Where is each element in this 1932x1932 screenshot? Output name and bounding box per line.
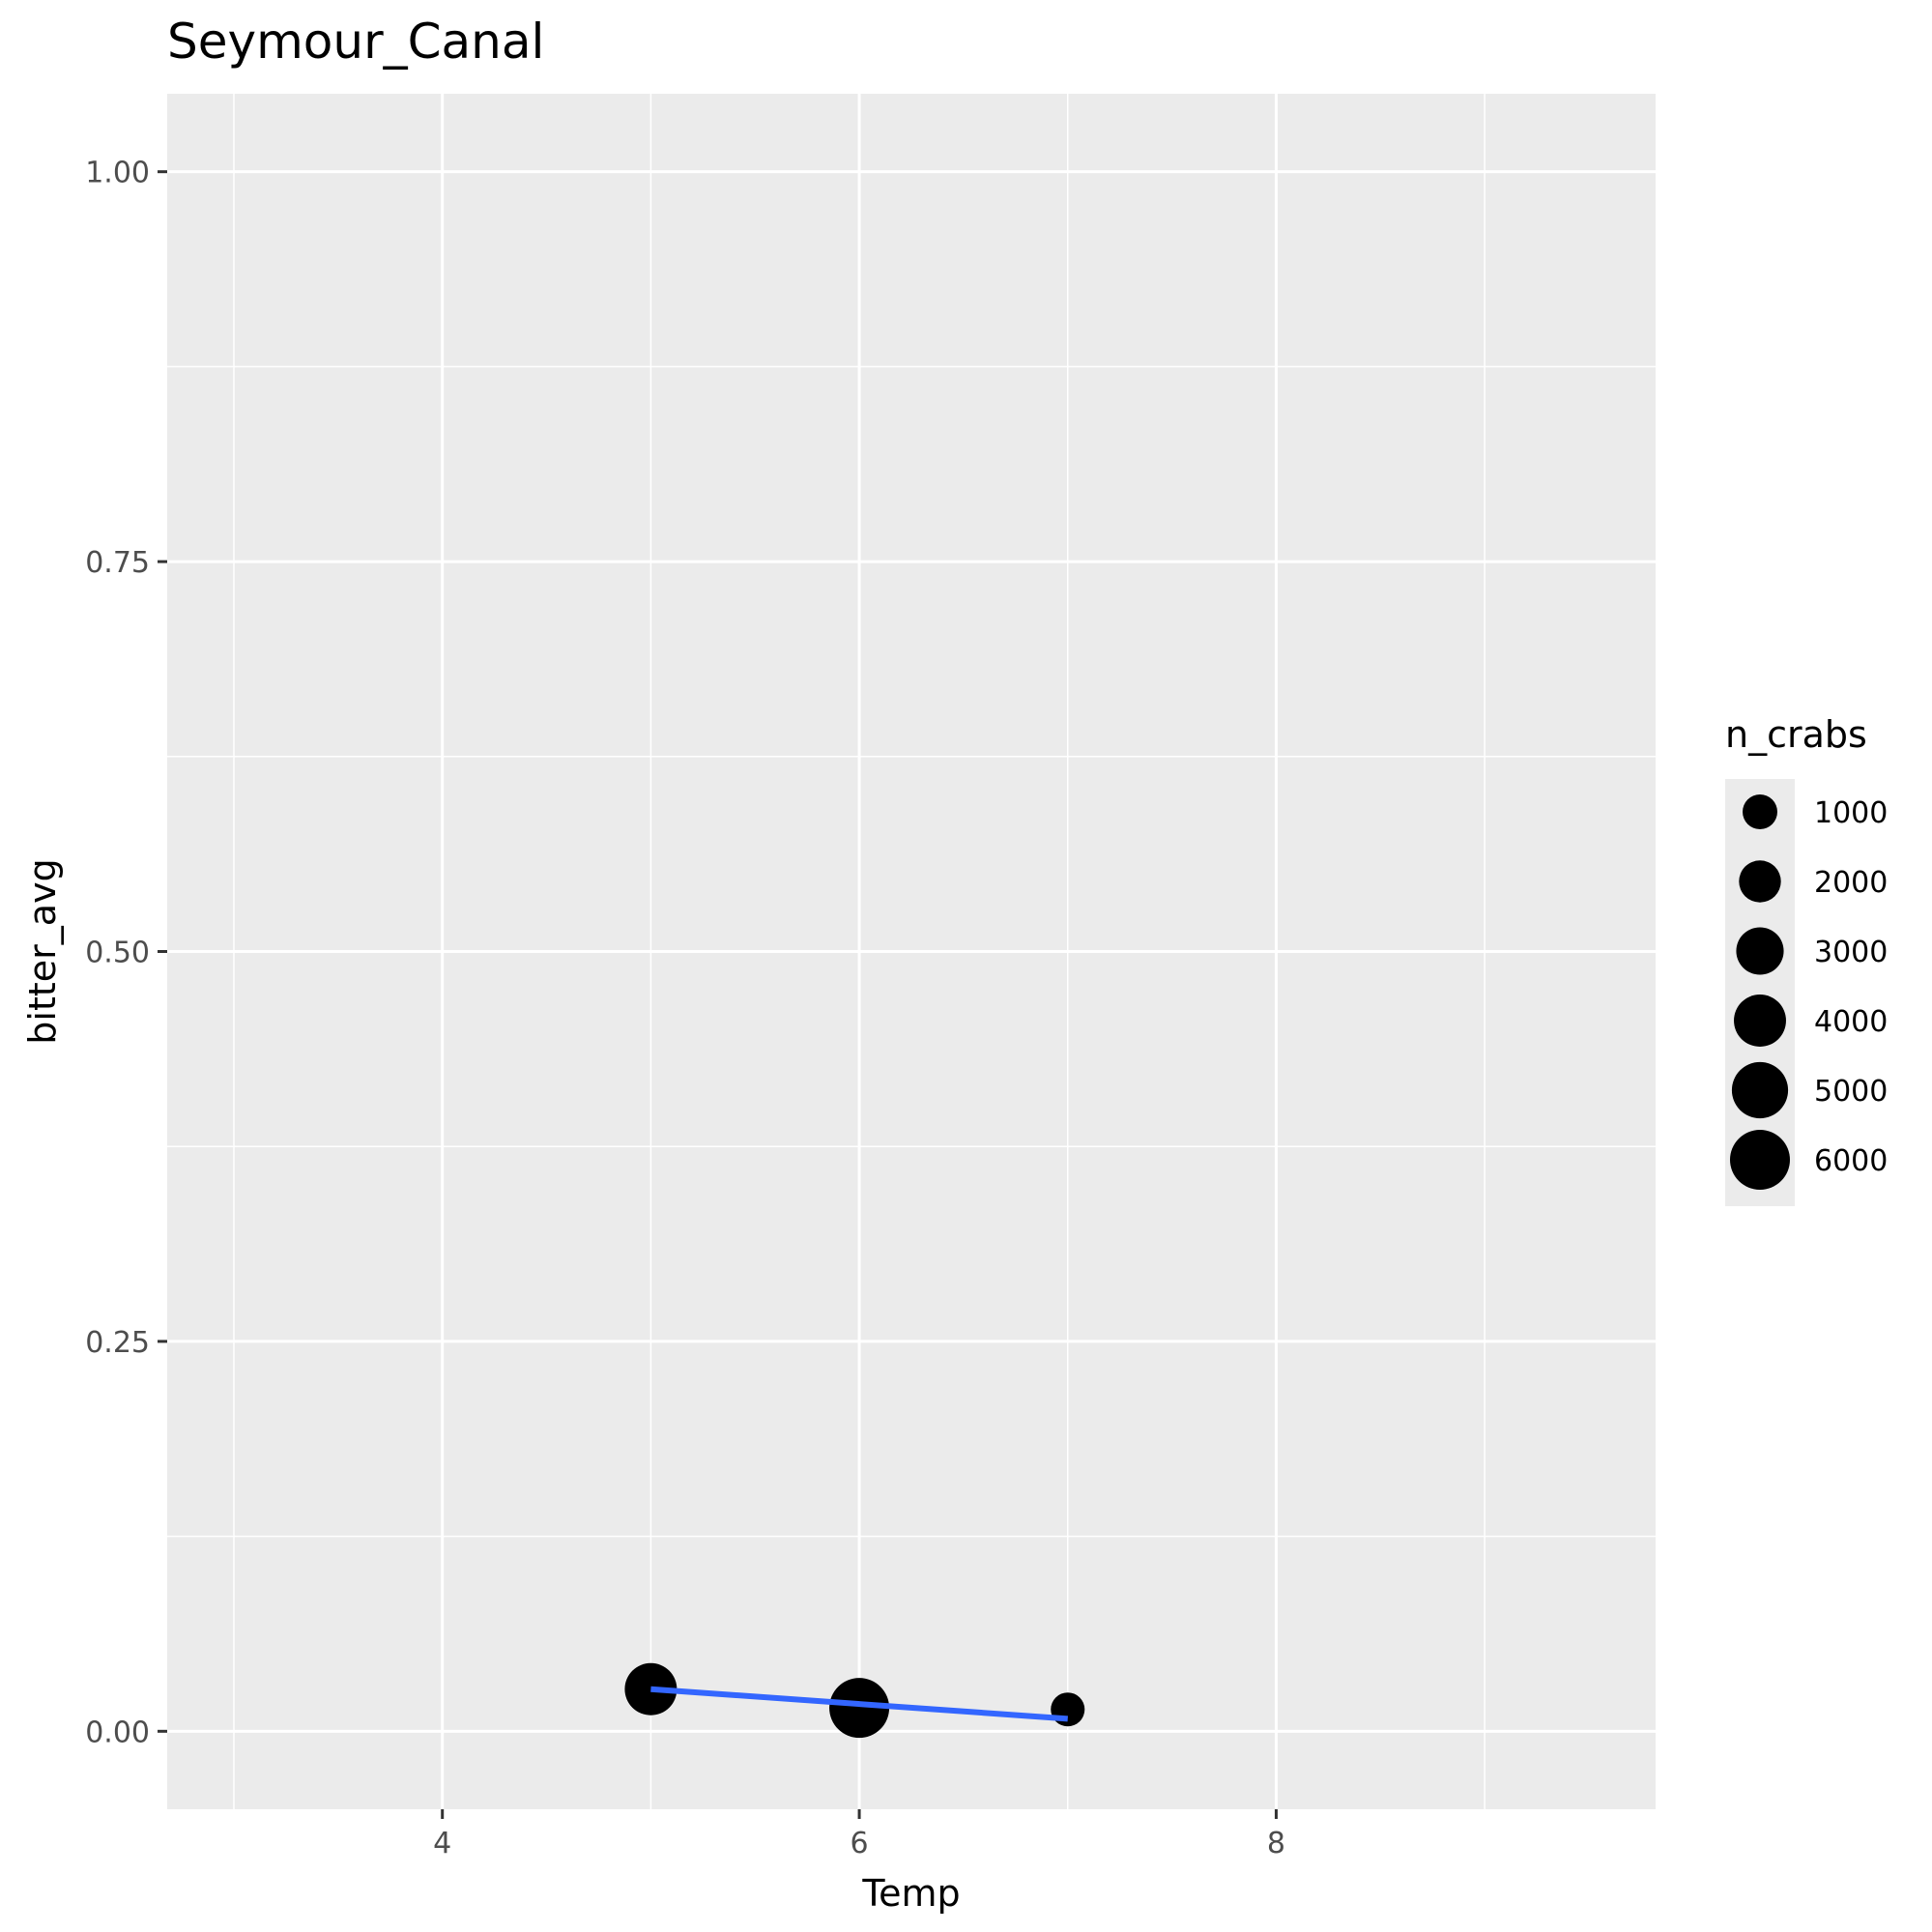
legend-key: [1734, 995, 1786, 1047]
x-tick-label: 8: [1267, 1827, 1285, 1860]
legend-label: 1000: [1814, 796, 1888, 830]
data-marks: [624, 1662, 1085, 1739]
legend-label: 5000: [1814, 1075, 1888, 1109]
y-tick-label: 1.00: [85, 157, 150, 190]
data-point: [1051, 1692, 1085, 1727]
legend: n_crabs 1000 2000 3000 4000 5000 6000: [1725, 713, 1888, 1206]
legend-key: [1743, 794, 1777, 829]
legend-title: n_crabs: [1725, 713, 1867, 756]
legend-key: [1739, 860, 1781, 903]
x-axis: 4 6 8: [433, 1809, 1285, 1860]
grid-major: [167, 94, 1656, 1809]
trend-line: [650, 1686, 1068, 1722]
x-axis-label: Temp: [861, 1872, 960, 1915]
y-tick-label: 0.75: [85, 546, 150, 580]
data-point: [829, 1678, 890, 1739]
legend-key: [1730, 1130, 1790, 1190]
legend-key: [1736, 927, 1784, 975]
x-tick-label: 4: [433, 1827, 451, 1860]
y-tick-label: 0.25: [85, 1326, 150, 1360]
legend-label: 4000: [1814, 1005, 1888, 1039]
x-tick-label: 6: [851, 1827, 869, 1860]
y-axis-label: bitter_avg: [21, 858, 64, 1044]
legend-label: 6000: [1814, 1144, 1888, 1178]
data-point: [624, 1662, 678, 1716]
y-tick-label: 0.50: [85, 937, 150, 970]
chart-title: Seymour_Canal: [167, 14, 544, 70]
y-tick-label: 0.00: [85, 1716, 150, 1749]
y-axis: 0.00 0.25 0.50 0.75 1.00: [85, 157, 167, 1749]
legend-key: [1731, 1061, 1789, 1119]
legend-label: 2000: [1814, 866, 1888, 900]
legend-label: 3000: [1814, 936, 1888, 969]
